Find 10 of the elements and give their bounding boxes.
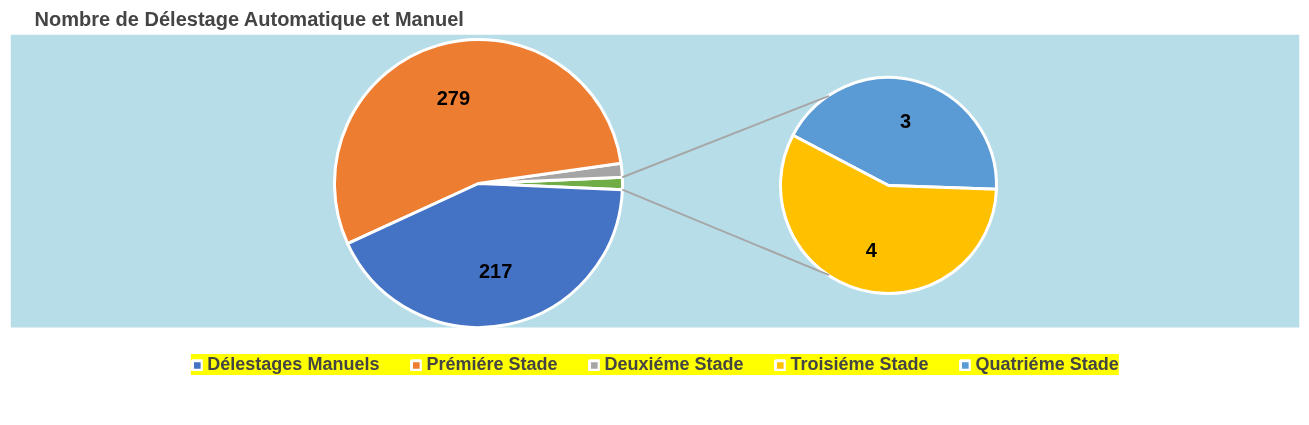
data-label: 279 (436, 86, 471, 109)
legend-label: Prémiére Stade (426, 354, 558, 375)
data-label: 4 (865, 239, 878, 262)
chart-title: Nombre de Délestage Automatique et Manuel (34, 7, 464, 30)
legend-label: Troisiéme Stade (790, 354, 929, 375)
legend-label: Délestages Manuels (207, 354, 380, 375)
legend-label: Quatriéme Stade (975, 354, 1119, 375)
data-label: 217 (479, 260, 513, 283)
legend-label: Deuxiéme Stade (604, 354, 744, 375)
data-label: 3 (900, 109, 912, 132)
